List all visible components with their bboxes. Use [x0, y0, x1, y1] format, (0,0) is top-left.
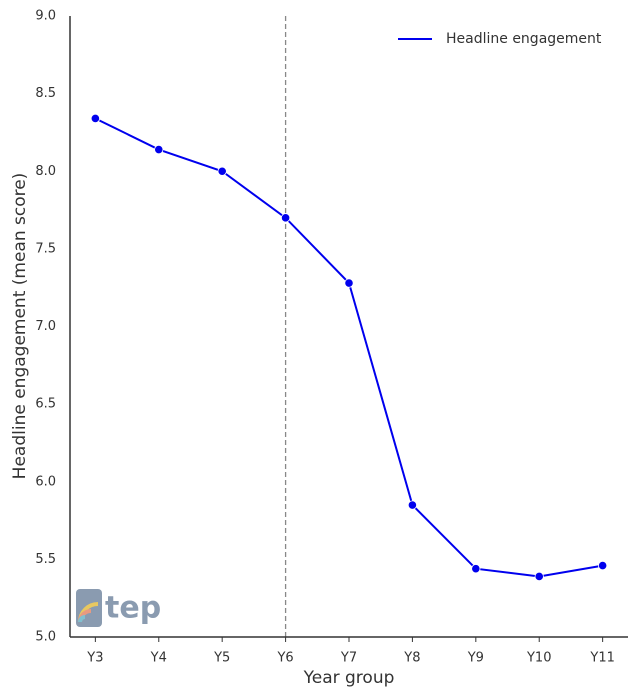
y-axis-title: Headline engagement (mean score) [10, 173, 30, 480]
legend-label: Headline engagement [446, 31, 602, 47]
x-axis-title: Year group [303, 668, 395, 688]
y-tick-label: 7.5 [35, 241, 56, 256]
x-tick-label: Y6 [276, 651, 293, 666]
x-tick-label: Y4 [150, 651, 167, 666]
data-point [534, 571, 544, 582]
x-tick-label: Y5 [213, 651, 230, 666]
logo-text: tep [105, 591, 161, 626]
data-point [407, 500, 418, 510]
x-tick-label: Y3 [86, 651, 103, 666]
logo: tep [76, 589, 161, 627]
x-tick-label: Y10 [526, 651, 551, 666]
x-tick-label: Y9 [467, 651, 484, 666]
data-point [344, 278, 354, 288]
y-tick-label: 6.0 [35, 474, 56, 489]
data-point [471, 564, 481, 574]
x-tick-label: Y8 [403, 651, 420, 666]
y-tick-label: 7.0 [35, 319, 56, 334]
data-point [217, 166, 227, 176]
y-tick-label: 8.0 [35, 164, 56, 179]
x-tick-label: Y7 [340, 651, 357, 666]
data-point [154, 144, 164, 155]
y-tick-label: 5.5 [35, 552, 56, 567]
y-tick-label: 5.0 [35, 630, 56, 645]
x-tick-label: Y11 [589, 651, 614, 666]
y-tick-label: 8.5 [35, 86, 56, 101]
data-line [94, 117, 603, 578]
logo-arc [78, 615, 86, 623]
data-point [90, 113, 100, 124]
y-tick-label: 6.5 [35, 397, 56, 412]
data-point [598, 560, 608, 571]
data-point [280, 213, 291, 223]
y-tick-label: 9.0 [35, 9, 56, 24]
